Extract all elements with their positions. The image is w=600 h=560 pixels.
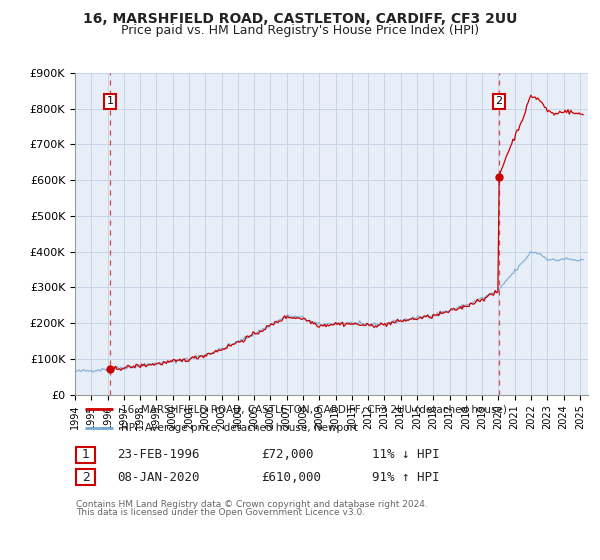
Text: 11% ↓ HPI: 11% ↓ HPI bbox=[372, 448, 439, 461]
Text: 2: 2 bbox=[496, 96, 502, 106]
Text: 2: 2 bbox=[82, 470, 90, 484]
Text: £610,000: £610,000 bbox=[261, 470, 321, 484]
Text: Price paid vs. HM Land Registry's House Price Index (HPI): Price paid vs. HM Land Registry's House … bbox=[121, 24, 479, 36]
Text: 08-JAN-2020: 08-JAN-2020 bbox=[117, 470, 199, 484]
Text: 16, MARSHFIELD ROAD, CASTLETON, CARDIFF, CF3 2UU (detached house): 16, MARSHFIELD ROAD, CASTLETON, CARDIFF,… bbox=[121, 404, 507, 414]
Text: Contains HM Land Registry data © Crown copyright and database right 2024.: Contains HM Land Registry data © Crown c… bbox=[76, 500, 428, 508]
Text: This data is licensed under the Open Government Licence v3.0.: This data is licensed under the Open Gov… bbox=[76, 508, 365, 517]
Text: 23-FEB-1996: 23-FEB-1996 bbox=[117, 448, 199, 461]
Text: £72,000: £72,000 bbox=[261, 448, 314, 461]
Text: 91% ↑ HPI: 91% ↑ HPI bbox=[372, 470, 439, 484]
Text: 1: 1 bbox=[82, 448, 90, 461]
Text: HPI: Average price, detached house, Newport: HPI: Average price, detached house, Newp… bbox=[121, 423, 358, 433]
Text: 16, MARSHFIELD ROAD, CASTLETON, CARDIFF, CF3 2UU: 16, MARSHFIELD ROAD, CASTLETON, CARDIFF,… bbox=[83, 12, 517, 26]
Text: 1: 1 bbox=[107, 96, 113, 106]
